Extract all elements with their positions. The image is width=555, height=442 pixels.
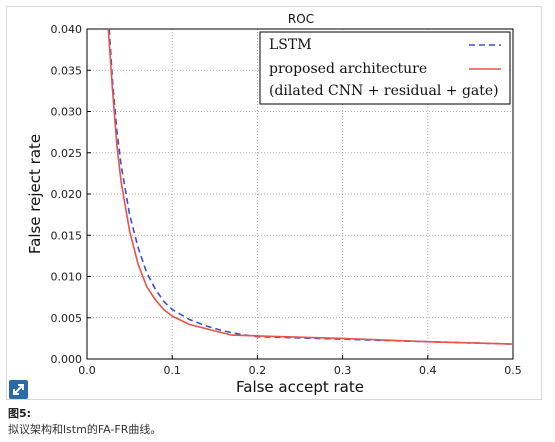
- legend-entry-proposed-detail: (dilated CNN + residual + gate): [269, 83, 499, 99]
- axis-ticks: 0.0 0.1 0.2 0.3 0.4 0.5 0.000 0.005 0.010 0.015 0.…: [51, 23, 522, 377]
- y-tick-label: 0.000: [51, 353, 83, 366]
- y-tick-label: 0.030: [51, 106, 83, 119]
- y-tick-label: 0.020: [51, 188, 83, 201]
- y-tick-label: 0.010: [51, 271, 83, 284]
- x-axis-label: False accept rate: [236, 378, 364, 396]
- caption-title: 图5:: [8, 407, 32, 420]
- x-tick-label: 0.5: [504, 364, 522, 377]
- expand-button[interactable]: [9, 380, 28, 399]
- x-tick-label: 0.4: [419, 364, 437, 377]
- chart-title: ROC: [288, 12, 314, 26]
- figure-frame: ROC 0.0 0.1 0.2 0.3 0.4 0.5 0.000 0.005 0.010 0.0…: [6, 6, 542, 400]
- series-line-proposed: [107, 28, 514, 345]
- series-line-lstm: [108, 28, 514, 345]
- legend-box: [259, 31, 511, 105]
- y-tick-label: 0.040: [51, 23, 83, 36]
- y-tick-label: 0.035: [51, 64, 83, 77]
- x-tick-label: 0.3: [334, 364, 352, 377]
- expand-icon: [13, 384, 24, 395]
- y-axis-label: False reject rate: [26, 134, 44, 254]
- y-tick-label: 0.015: [51, 229, 83, 242]
- legend-entry-lstm: LSTM: [269, 37, 312, 53]
- legend-entry-proposed: proposed architecture: [269, 61, 427, 77]
- x-tick-label: 0.0: [78, 364, 96, 377]
- series-lines: [107, 28, 514, 345]
- x-tick-label: 0.2: [249, 364, 267, 377]
- y-tick-label: 0.025: [51, 147, 83, 160]
- legend: LSTM proposed architecture (dilated CNN …: [259, 31, 511, 105]
- caption-text: 拟议架构和lstm的FA-FR曲线。: [8, 423, 162, 436]
- roc-chart: ROC 0.0 0.1 0.2 0.3 0.4 0.50.0000.0050.0100.0…: [26, 12, 522, 396]
- y-tick-label: 0.005: [51, 312, 83, 325]
- x-tick-label: 0.1: [163, 364, 181, 377]
